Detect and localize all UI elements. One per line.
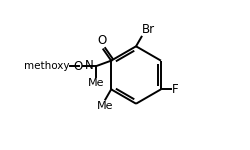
- Text: Br: Br: [142, 23, 156, 36]
- Text: N: N: [85, 59, 94, 72]
- Text: Me: Me: [88, 78, 104, 88]
- Text: methoxy: methoxy: [24, 61, 70, 71]
- Text: F: F: [172, 83, 178, 96]
- Text: O: O: [74, 60, 83, 73]
- Text: Me: Me: [97, 101, 114, 111]
- Text: O: O: [97, 34, 106, 47]
